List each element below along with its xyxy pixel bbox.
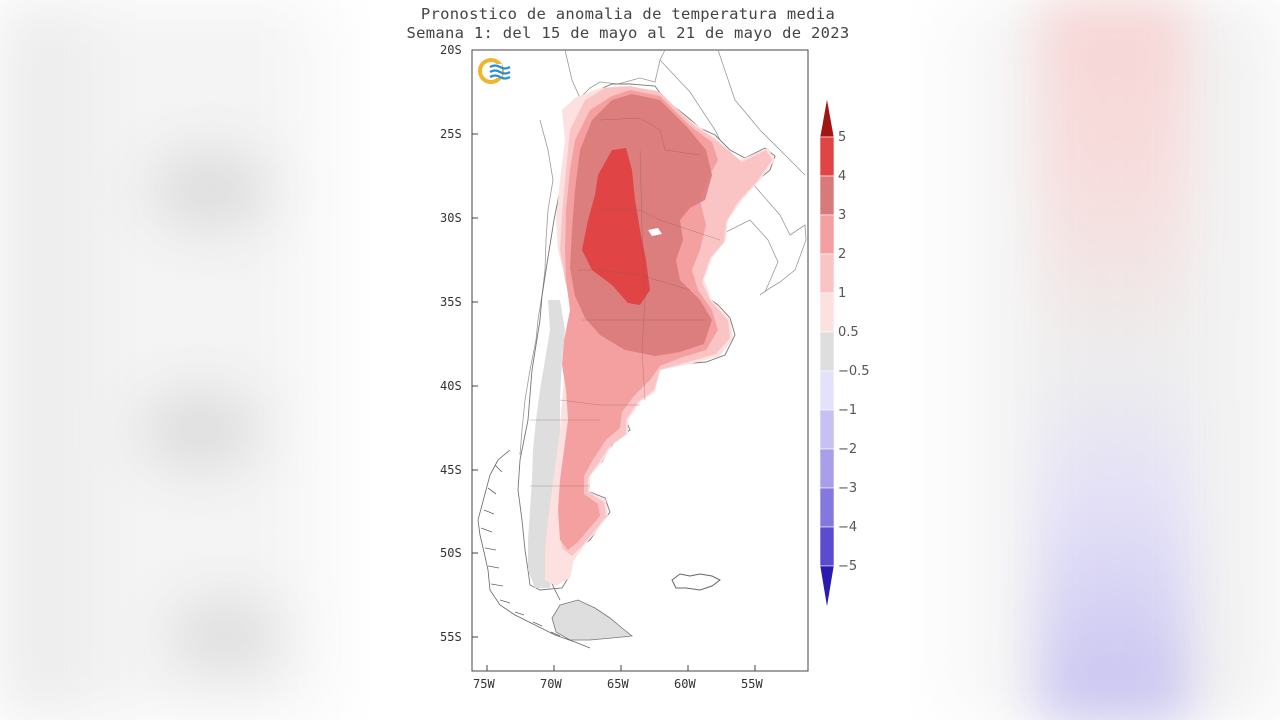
legend-swatch-m2-m1 xyxy=(819,409,835,450)
x-tick-label: 55W xyxy=(741,677,763,691)
y-tick-label: 50S xyxy=(440,546,462,560)
falkland-islands xyxy=(671,573,721,591)
x-tick-label: 65W xyxy=(607,677,629,691)
y-tick-label: 30S xyxy=(440,211,462,225)
x-tick-label: 75W xyxy=(473,677,495,691)
legend-label: −5 xyxy=(838,559,858,574)
y-tick-label: 40S xyxy=(440,379,462,393)
blurred-legend-strip xyxy=(1040,0,1190,720)
blurred-background-left xyxy=(0,0,370,720)
legend-swatch-m5-m4 xyxy=(819,526,835,567)
legend-swatch-neutral xyxy=(819,331,835,372)
legend-label: 0.5 xyxy=(838,325,859,340)
map-title: Pronostico de anomalia de temperatura me… xyxy=(420,5,836,23)
legend-swatch-05-1 xyxy=(819,292,835,333)
y-tick-label: 55S xyxy=(440,630,462,644)
legend-swatch-1-2 xyxy=(819,253,835,294)
blur-blob xyxy=(140,390,260,470)
legend-swatch-m3-m2 xyxy=(819,448,835,489)
y-tick-label: 35S xyxy=(440,295,462,309)
legend-swatch-m1-m05 xyxy=(819,370,835,411)
legend-swatch-gt5 xyxy=(819,97,835,138)
legend-label: −2 xyxy=(838,442,858,457)
anomaly-3-4 xyxy=(570,94,712,356)
legend-swatch-4-5 xyxy=(819,136,835,177)
legend-colorbar xyxy=(819,97,835,609)
legend-swatch-2-3 xyxy=(819,214,835,255)
x-tick-label: 60W xyxy=(674,677,696,691)
legend-swatch-m4-m3 xyxy=(819,487,835,528)
x-tick-label: 70W xyxy=(540,677,562,691)
blur-blob xyxy=(150,150,270,230)
legend-label: −3 xyxy=(838,481,858,496)
legend-label: 2 xyxy=(838,247,847,262)
legend-label: 5 xyxy=(838,130,847,145)
legend-label: −0.5 xyxy=(838,364,870,379)
legend-label: −1 xyxy=(838,403,858,418)
legend-label: 4 xyxy=(838,169,847,184)
y-tick-label: 45S xyxy=(440,463,462,477)
y-ticks xyxy=(472,49,478,638)
legend-label: 3 xyxy=(838,208,847,223)
legend-swatch-3-4 xyxy=(819,175,835,216)
lake-mar-chiquita xyxy=(648,228,662,236)
y-tick-label: 20S xyxy=(440,43,462,57)
blur-blob xyxy=(170,600,280,670)
province-borders xyxy=(530,117,721,487)
smn-logo-icon xyxy=(478,58,511,84)
map-subtitle: Semana 1: del 15 de mayo al 21 de mayo d… xyxy=(406,24,850,42)
x-ticks xyxy=(486,665,756,671)
tierra-del-fuego xyxy=(551,599,634,641)
legend-label: 1 xyxy=(838,286,847,301)
anomaly-4-5 xyxy=(582,148,650,305)
legend-label: −4 xyxy=(838,520,858,535)
legend-swatch-lt5 xyxy=(819,565,835,609)
y-tick-label: 25S xyxy=(440,127,462,141)
